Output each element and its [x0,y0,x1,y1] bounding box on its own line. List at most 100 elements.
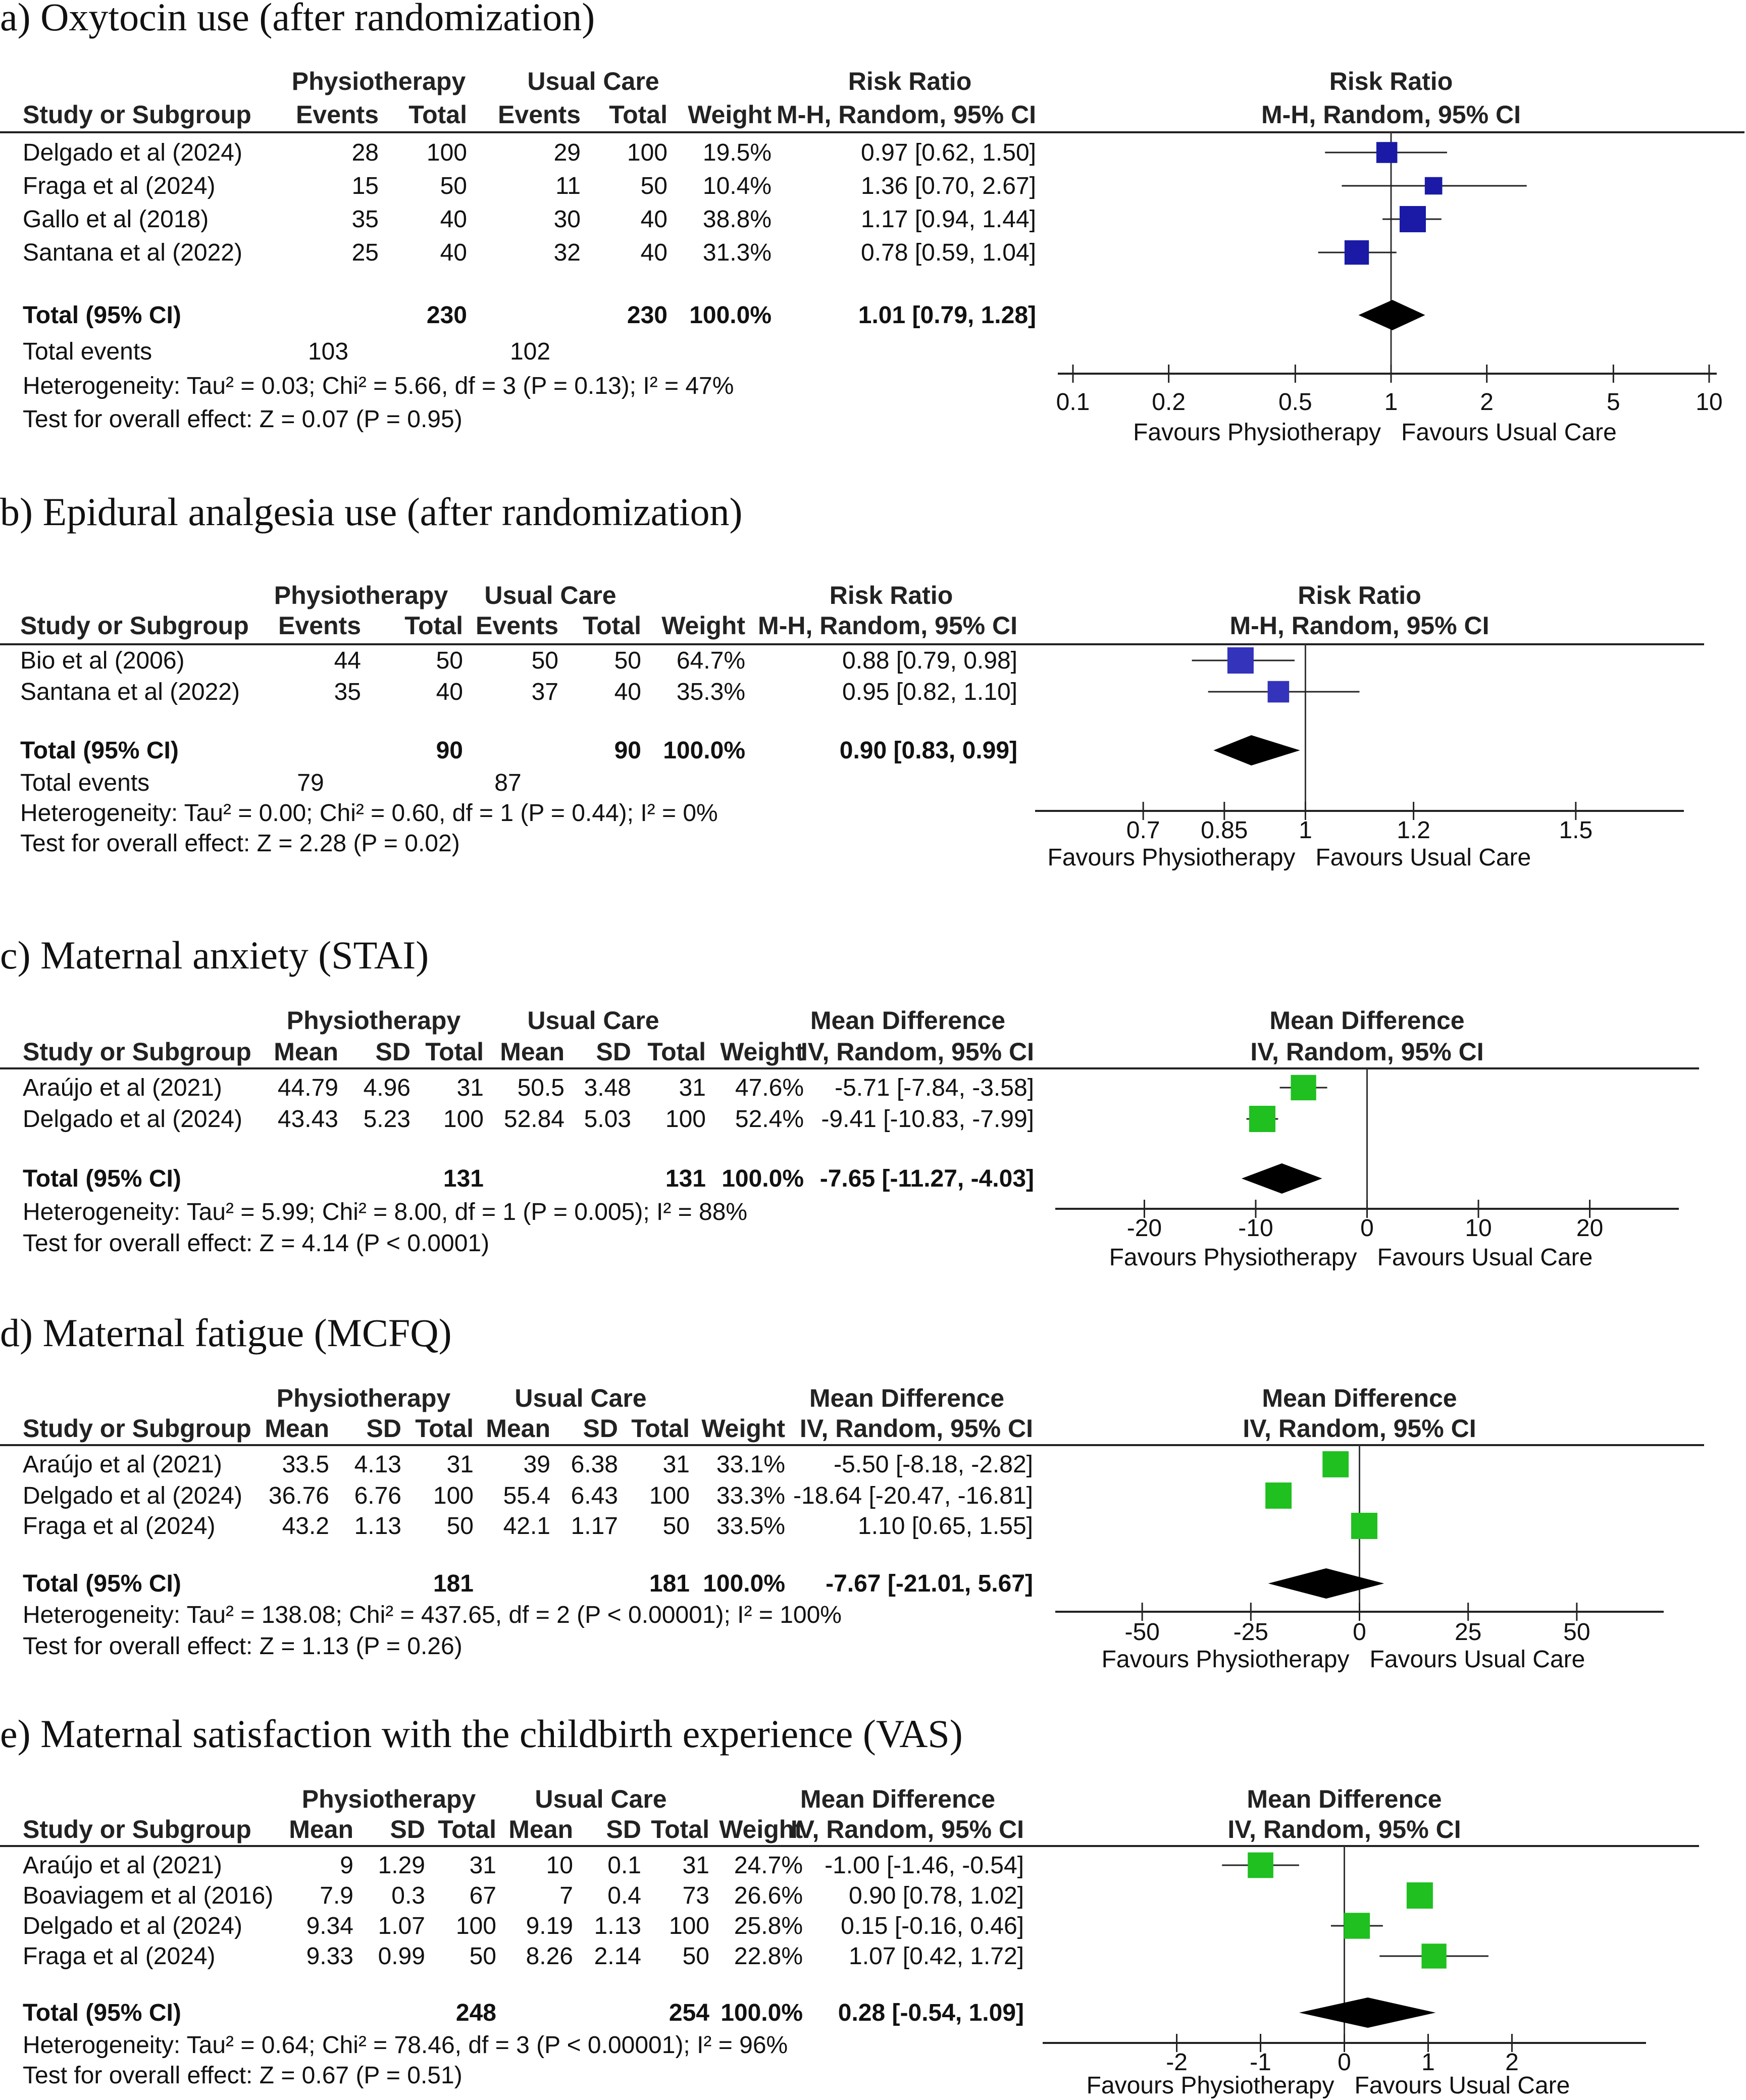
study-cell: 15 [352,173,379,199]
study-cell: 6.43 [571,1482,618,1509]
study-effect-ci: 1.17 [0.94, 1.44] [861,206,1036,233]
total-cell: 100.0% [721,2000,803,2026]
study-cell: 43.2 [282,1513,329,1540]
study-cell: 50 [641,173,667,199]
study-cell: 33.3% [716,1482,785,1509]
study-cell: 31 [683,1852,709,1879]
study-cell: 50 [436,647,463,674]
column-header: Mean [265,1414,329,1443]
overall-effect-text: Test for overall effect: Z = 1.13 (P = 0… [23,1633,463,1660]
group-header-physiotherapy: Physiotherapy [274,581,448,609]
study-cell: 1.17 [571,1513,618,1540]
study-cell: 31 [457,1074,484,1101]
total-cell: 100.0% [663,737,745,764]
study-cell: 0.99 [378,1943,425,1970]
favours-left-label: Favours Physiotherapy [1048,844,1296,871]
study-point-estimate [1248,1852,1273,1878]
column-header: SD [390,1815,425,1843]
study-name: Araújo et al (2021) [23,1852,222,1879]
study-name: Bio et al (2006) [20,647,185,674]
study-cell: 19.5% [703,139,772,166]
study-cell: 31.3% [703,239,772,266]
plot-measure-header: Mean Difference [1269,1006,1464,1035]
x-tick-label: 2 [1480,389,1494,416]
study-point-estimate [1227,647,1254,674]
column-header-study: Study or Subgroup [23,1815,251,1843]
favours-left-label: Favours Physiotherapy [1102,1646,1350,1673]
plot-measure-header: Mean Difference [1262,1384,1457,1412]
column-header-study: Study or Subgroup [23,100,251,129]
study-cell: 67 [470,1882,496,1909]
favours-right-label: Favours Usual Care [1370,1646,1585,1673]
column-header: SD [367,1414,401,1443]
study-name: Araújo et al (2021) [23,1451,222,1478]
forest-panel-a: a) Oxytocin use (after randomization) Phy… [0,0,1744,446]
study-point-estimate [1344,1913,1370,1939]
study-cell: 22.8% [734,1943,803,1970]
study-cell: 100 [627,139,667,166]
study-cell: 100 [456,1913,496,1939]
study-name: Fraga et al (2024) [23,173,216,199]
study-point-estimate [1322,1451,1349,1477]
x-tick-label: 0 [1353,1619,1366,1646]
forest-panel-b: b) Epidural analgesia use (after randomi… [0,490,1704,871]
study-name: Delgado et al (2024) [23,1106,242,1133]
favours-right-label: Favours Usual Care [1315,844,1531,871]
favours-right-label: Favours Usual Care [1377,1244,1593,1271]
panel-title: a) Oxytocin use (after randomization) [0,0,595,39]
x-tick-label: 10 [1696,389,1722,416]
study-cell: 5.03 [584,1106,631,1133]
x-tick-label: 0.7 [1126,817,1160,844]
study-cell: 50 [663,1513,690,1540]
total-events-value: 79 [297,770,324,796]
study-effect-ci: -1.00 [-1.46, -0.54] [825,1852,1024,1879]
study-effect-ci: 0.78 [0.59, 1.04] [861,239,1036,266]
study-cell: 50 [532,647,558,674]
study-name: Boaviagem et al (2016) [23,1882,273,1909]
study-point-estimate [1267,681,1290,703]
total-cell: 248 [456,2000,496,2026]
study-cell: 1.13 [354,1513,401,1540]
study-cell: 8.26 [526,1943,573,1970]
pooled-estimate-diamond [1241,1163,1322,1194]
x-tick-label: 0 [1360,1215,1374,1242]
total-cell: 100.0% [689,302,772,329]
x-tick-label: 0.5 [1278,389,1312,416]
overall-effect-text: Test for overall effect: Z = 2.28 (P = 0… [20,830,460,857]
column-header: Mean [508,1815,573,1843]
study-cell: 40 [614,679,641,705]
study-effect-ci: -9.41 [-10.83, -7.99] [821,1106,1034,1133]
column-header-method: M-H, Random, 95% CI [777,100,1036,129]
favours-left-label: Favours Physiotherapy [1087,2072,1334,2099]
column-header: SD [606,1815,641,1843]
overall-effect-text: Test for overall effect: Z = 0.67 (P = 0… [23,2062,463,2089]
study-cell: 35.3% [677,679,745,705]
study-cell: 35 [352,206,379,233]
column-header: Weight [701,1414,785,1443]
study-cell: 9.33 [306,1943,353,1970]
x-tick-label: -20 [1127,1215,1162,1242]
group-header-usual-care: Usual Care [535,1785,666,1813]
column-header: Weight [688,100,772,129]
study-point-estimate [1265,1482,1292,1509]
column-header: SD [583,1414,618,1443]
column-header: Mean [274,1038,338,1066]
favours-left-label: Favours Physiotherapy [1109,1244,1357,1271]
study-point-estimate [1291,1074,1316,1101]
group-header-usual-care: Usual Care [527,1006,659,1035]
column-header: SD [376,1038,410,1066]
group-header-physiotherapy: Physiotherapy [292,67,466,95]
total-cell: 230 [627,302,667,329]
x-tick-label: -25 [1234,1619,1268,1646]
study-cell: 1.13 [594,1913,641,1939]
study-effect-ci: 0.97 [0.62, 1.50] [861,139,1036,166]
study-cell: 100 [649,1482,690,1509]
total-effect-ci: 0.28 [-0.54, 1.09] [838,2000,1024,2026]
study-cell: 7 [559,1882,573,1909]
study-point-estimate [1344,240,1369,265]
total-cell: 100.0% [722,1165,804,1192]
measure-header: Risk Ratio [830,581,953,609]
study-cell: 100 [427,139,467,166]
study-cell: 50 [614,647,641,674]
